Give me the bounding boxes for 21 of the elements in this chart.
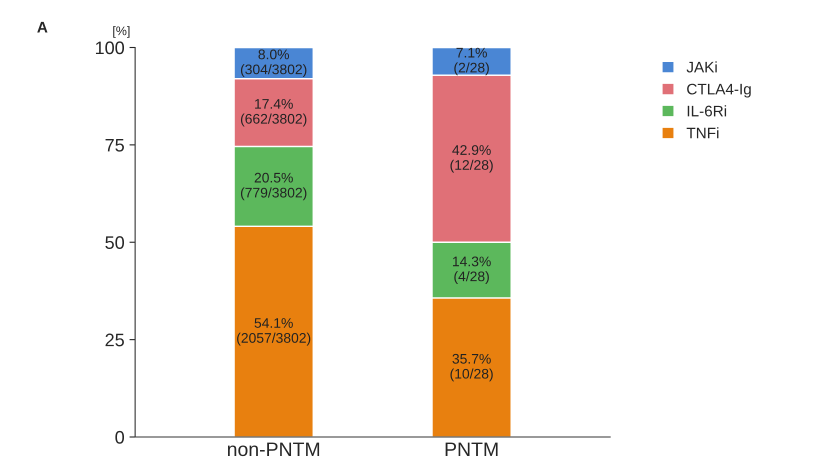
data-label: 35.7% (10/28): [450, 354, 493, 382]
x-tick-label: PNTM: [446, 442, 498, 456]
data-label: 7.1% (2/28): [454, 48, 489, 76]
y-tick-label: 50: [105, 236, 124, 249]
y-axis-title: [%]: [113, 26, 130, 38]
y-tick-label: 0: [115, 430, 124, 444]
x-tick-label: non-PNTM: [228, 442, 320, 456]
y-tick-label: 75: [106, 138, 124, 152]
text: A: [37, 22, 48, 32]
y-tick-label: 100: [96, 41, 124, 54]
data-label: 8.0% (304/3802): [240, 49, 306, 78]
legend-label: TNFi: [686, 127, 718, 138]
data-label: 54.1% (2057/3802): [237, 318, 310, 346]
y-tick-label: 25: [106, 334, 124, 346]
data-label: 14.3% (4/28): [452, 256, 491, 284]
legend-label: IL-6Ri: [688, 105, 726, 116]
legend-label: JAKi: [686, 61, 717, 73]
data-label: 17.4% (662/3802): [240, 99, 306, 126]
data-label: 42.9% (12/28): [450, 145, 493, 173]
data-label: 20.5% (779/3802): [240, 172, 306, 200]
legend-label: CTLA4-Ig: [687, 84, 751, 98]
